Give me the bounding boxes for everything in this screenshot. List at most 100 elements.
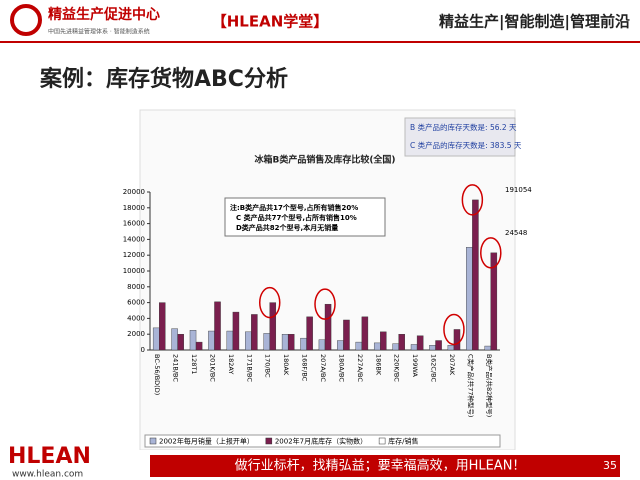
value-note: 24548 [505, 229, 527, 237]
note: 注:B类产品共17个型号,占所有销售20% [230, 203, 358, 212]
bar [410, 344, 418, 351]
x-tick-label: 170/BC [264, 354, 272, 378]
bar [208, 330, 215, 351]
y-tick-label: 14000 [123, 235, 145, 243]
x-tick-label: 241B/BC [172, 354, 180, 382]
bar [453, 329, 461, 351]
bar [466, 247, 473, 351]
bar [380, 331, 387, 351]
bar [263, 333, 270, 351]
x-tick-label: BC-56/BD(D) [153, 354, 161, 395]
info-text: C 类产品的库存天数是: 383.5 天 [410, 140, 522, 150]
bar [416, 335, 424, 351]
legend-label: 2002年7月底库存（实物数） [275, 437, 367, 446]
bar [226, 330, 234, 351]
slogan: 精益生产|智能制造|管理前沿 [439, 13, 630, 32]
y-tick-label: 16000 [123, 220, 145, 228]
legend-swatch [149, 437, 157, 445]
bar [484, 345, 491, 351]
note-box [224, 197, 386, 237]
y-tick-label: 12000 [123, 251, 145, 259]
chart-title: 冰箱B类产品销售及库存比较(全国) [254, 154, 395, 166]
bar [152, 327, 160, 351]
bar [287, 334, 295, 351]
bar [435, 340, 442, 351]
x-tick-label: 171B/BC [245, 354, 253, 382]
legend-swatch [265, 437, 273, 445]
motto-bar [150, 455, 620, 477]
y-tick-label: 10000 [123, 267, 145, 275]
slide-title: 案例：库存货物ABC分析 [39, 66, 288, 92]
legend-label: 库存/销售 [388, 437, 418, 446]
bar [245, 331, 252, 351]
x-tick-label: 227A/BC [356, 354, 364, 382]
x-tick-label: 201K/BC [208, 354, 216, 382]
bar [392, 343, 399, 351]
footer-logo: HLEAN [8, 444, 91, 469]
bar [269, 302, 277, 351]
brand: 【HLEAN学堂】 [212, 13, 329, 31]
x-tick-label: 207AK [448, 354, 456, 376]
y-tick-label: 4000 [127, 314, 145, 322]
bar [373, 342, 381, 351]
x-tick-label: B类产品(共82种型号) [485, 354, 494, 417]
legend-label: 2002年每月销量（上报开单） [159, 437, 254, 446]
y-tick-label: 18000 [123, 204, 145, 212]
bar [429, 345, 436, 351]
bar [281, 334, 289, 351]
page-number: 35 [603, 459, 617, 472]
legend-swatch [378, 437, 386, 445]
org: 精益生产促进中心 [48, 6, 160, 23]
org-sub: 中国先进精益管理体系 · 智能制造系统 [48, 28, 150, 36]
bar [361, 316, 369, 351]
bar [251, 314, 258, 351]
bar [159, 302, 166, 351]
note: C 类产品共77个型号,占所有销售10% [236, 213, 357, 222]
bar [355, 341, 363, 351]
highlight-circle [461, 184, 484, 216]
x-tick-label: 180A/BC [337, 354, 345, 382]
x-tick-label: 186BK [374, 354, 382, 376]
bar [447, 345, 455, 351]
x-tick-label: 180AK [282, 354, 290, 376]
footer-url: www.hlean.com [12, 470, 83, 480]
bar [232, 311, 240, 351]
highlight-circle [314, 288, 336, 320]
highlight-circle [443, 313, 465, 346]
info-text: B 类产品的库存天数是: 56.2 天 [410, 122, 517, 132]
bar [195, 341, 203, 351]
x-tick-label: C类产品(共77种型号) [466, 354, 475, 417]
value-note: 191054 [505, 186, 532, 194]
x-tick-label: 182AY [227, 354, 235, 374]
bar [398, 334, 405, 351]
bar [318, 339, 326, 351]
x-tick-label: 128T1 [190, 354, 198, 375]
x-tick-label: 162C/BC [430, 354, 438, 382]
x-tick-label: 199WA [411, 354, 419, 377]
bar [300, 337, 307, 351]
logo-mark [10, 4, 42, 36]
bar [324, 303, 332, 351]
bar [337, 340, 344, 351]
motto: 做行业标杆，找精弘益；要幸福高效，用HLEAN！ [235, 458, 526, 474]
bar [343, 319, 350, 351]
bar [490, 252, 498, 351]
y-tick-label: 20000 [123, 188, 145, 196]
bar [177, 334, 184, 351]
highlight-circle [480, 237, 502, 269]
y-tick-label: 2000 [127, 330, 145, 338]
legend-box [144, 434, 501, 448]
x-tick-label: 168F/BC [301, 354, 309, 382]
x-tick-label: 207A/BC [319, 354, 327, 382]
y-tick-label: 8000 [127, 283, 145, 291]
bar [171, 328, 178, 351]
bar [189, 330, 197, 351]
x-tick-label: 220K/BC [393, 354, 401, 382]
bar [214, 301, 221, 351]
y-tick-label: 6000 [127, 299, 145, 307]
highlight-circle [258, 286, 281, 319]
info-box [404, 117, 516, 157]
note: D类产品共82个型号,本月无销量 [236, 223, 338, 232]
